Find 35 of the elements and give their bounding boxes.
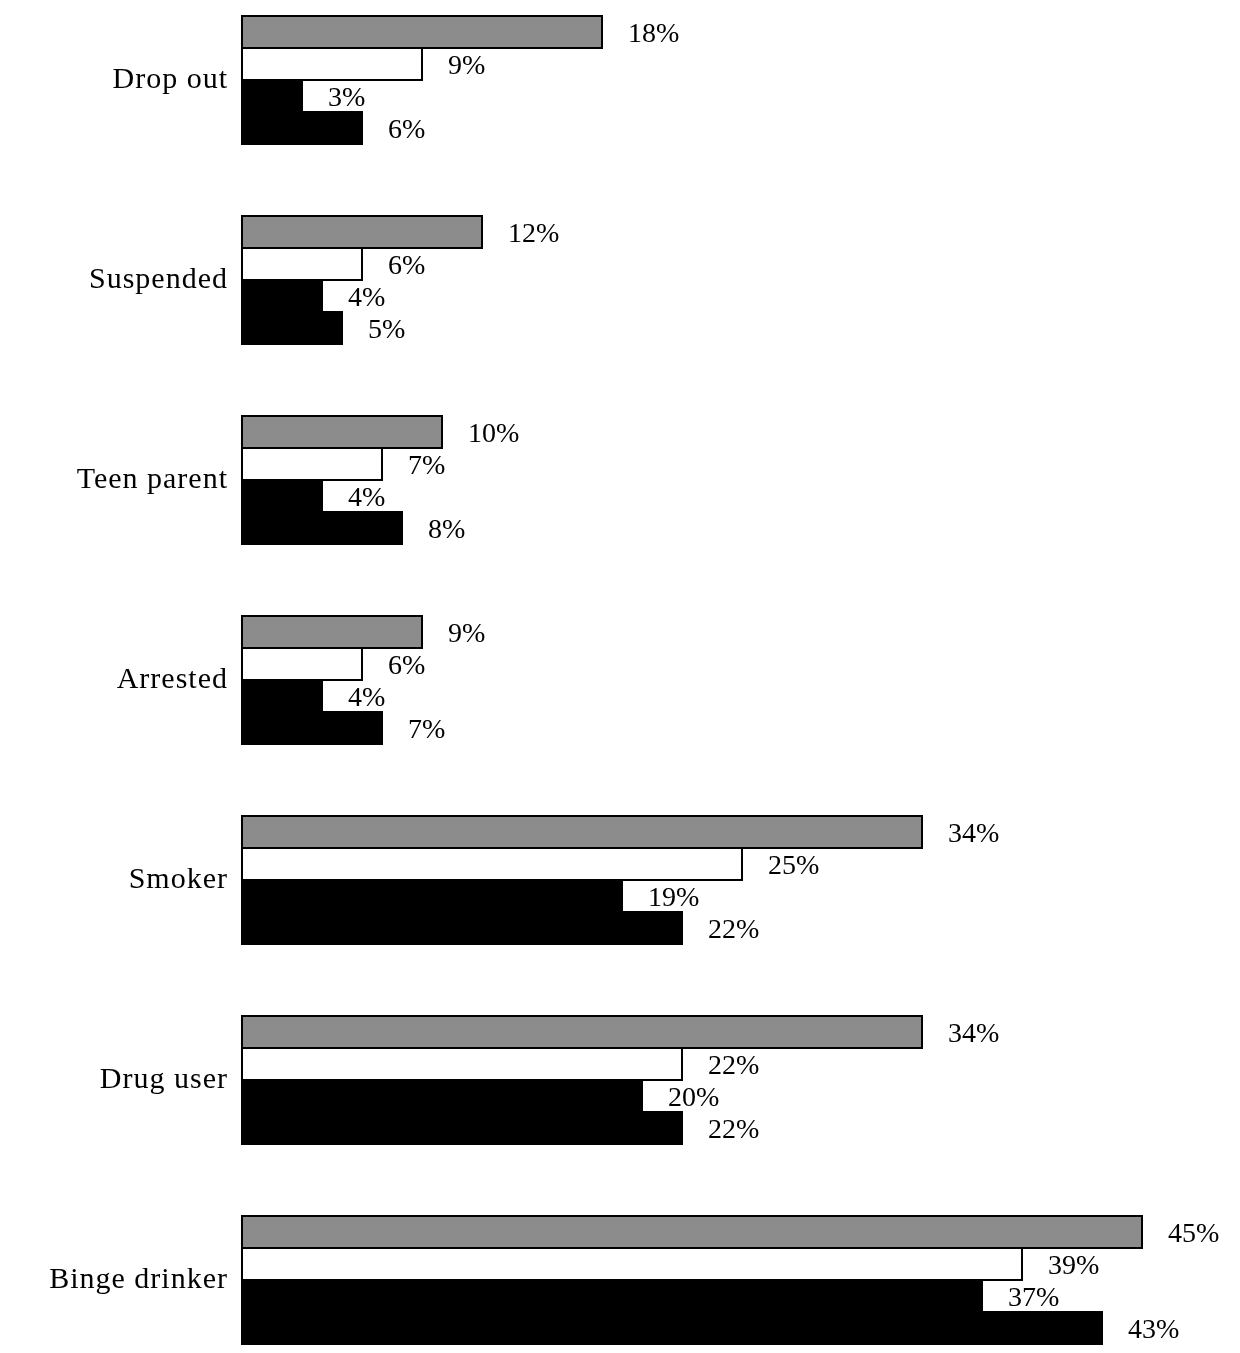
data-label: 22% <box>708 1049 760 1080</box>
y-tick-label: Arrested <box>116 661 228 694</box>
data-label: 25% <box>768 849 820 880</box>
data-label: 45% <box>1168 1217 1220 1248</box>
data-label: 20% <box>668 1081 720 1112</box>
data-label: 39% <box>1048 1249 1100 1280</box>
y-tick-label: Teen parent <box>76 461 228 494</box>
data-label: 22% <box>708 913 760 944</box>
data-label: 8% <box>428 513 466 544</box>
y-tick-label: Drug user <box>99 1061 228 1094</box>
data-label: 7% <box>408 449 446 480</box>
data-label: 22% <box>708 1113 760 1144</box>
data-label: 4% <box>348 281 386 312</box>
data-label: 18% <box>628 17 680 48</box>
y-tick-label: Suspended <box>89 261 228 294</box>
data-label: 10% <box>468 417 520 448</box>
y-tick-label: Binge drinker <box>49 1261 228 1294</box>
data-label: 34% <box>948 817 1000 848</box>
data-label: 12% <box>508 217 560 248</box>
data-label: 37% <box>1008 1281 1060 1312</box>
data-label: 9% <box>448 49 486 80</box>
data-label: 34% <box>948 1017 1000 1048</box>
data-label: 6% <box>388 249 426 280</box>
y-tick-label: Drop out <box>112 61 228 94</box>
data-label: 4% <box>348 681 386 712</box>
data-label: 6% <box>388 113 426 144</box>
data-label: 6% <box>388 649 426 680</box>
y-tick-label: Smoker <box>128 861 228 894</box>
data-label: 5% <box>368 313 406 344</box>
data-label: 9% <box>448 617 486 648</box>
data-label: 43% <box>1128 1313 1180 1344</box>
data-label: 19% <box>648 881 700 912</box>
data-label: 4% <box>348 481 386 512</box>
data-label: 3% <box>328 81 366 112</box>
data-label: 7% <box>408 713 446 744</box>
